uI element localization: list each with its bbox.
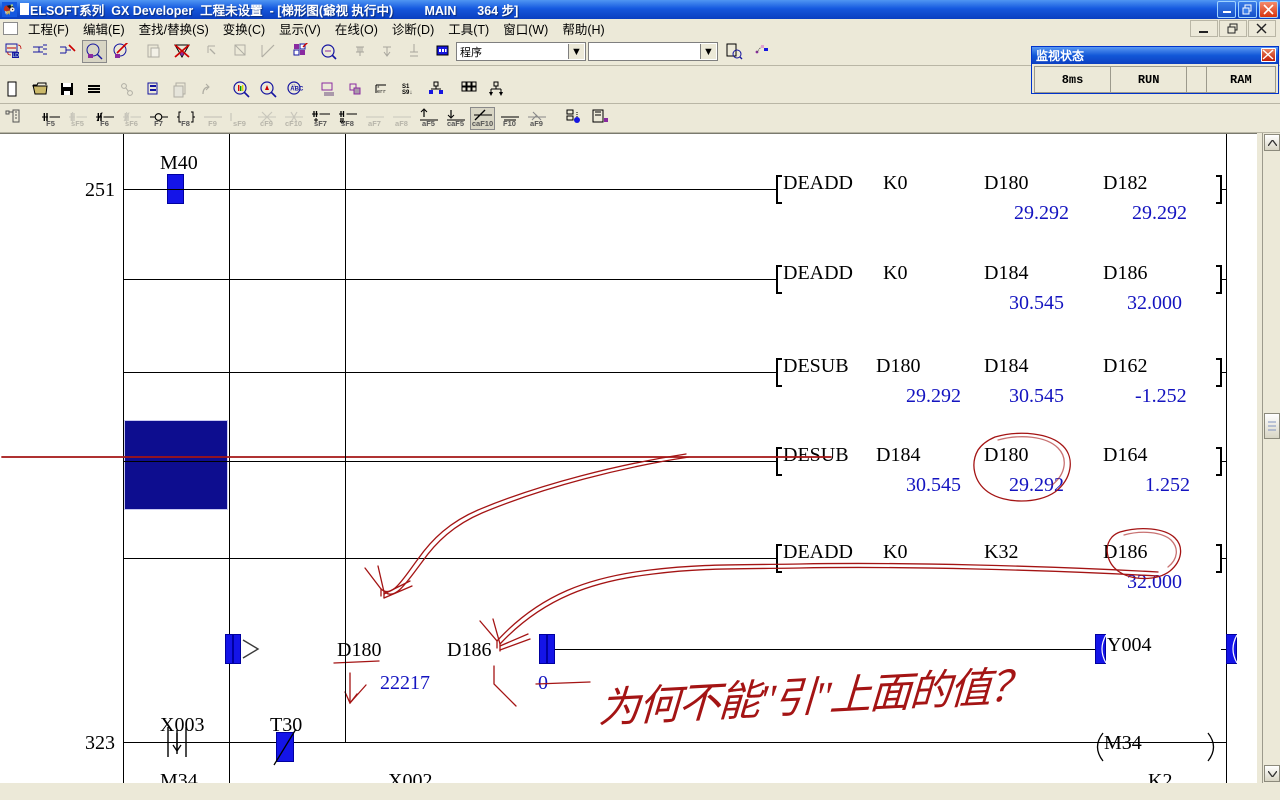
svg-text:12: 12 <box>291 83 296 88</box>
svg-text:S9↓: S9↓ <box>402 90 412 96</box>
svg-text:LD: LD <box>12 53 19 59</box>
